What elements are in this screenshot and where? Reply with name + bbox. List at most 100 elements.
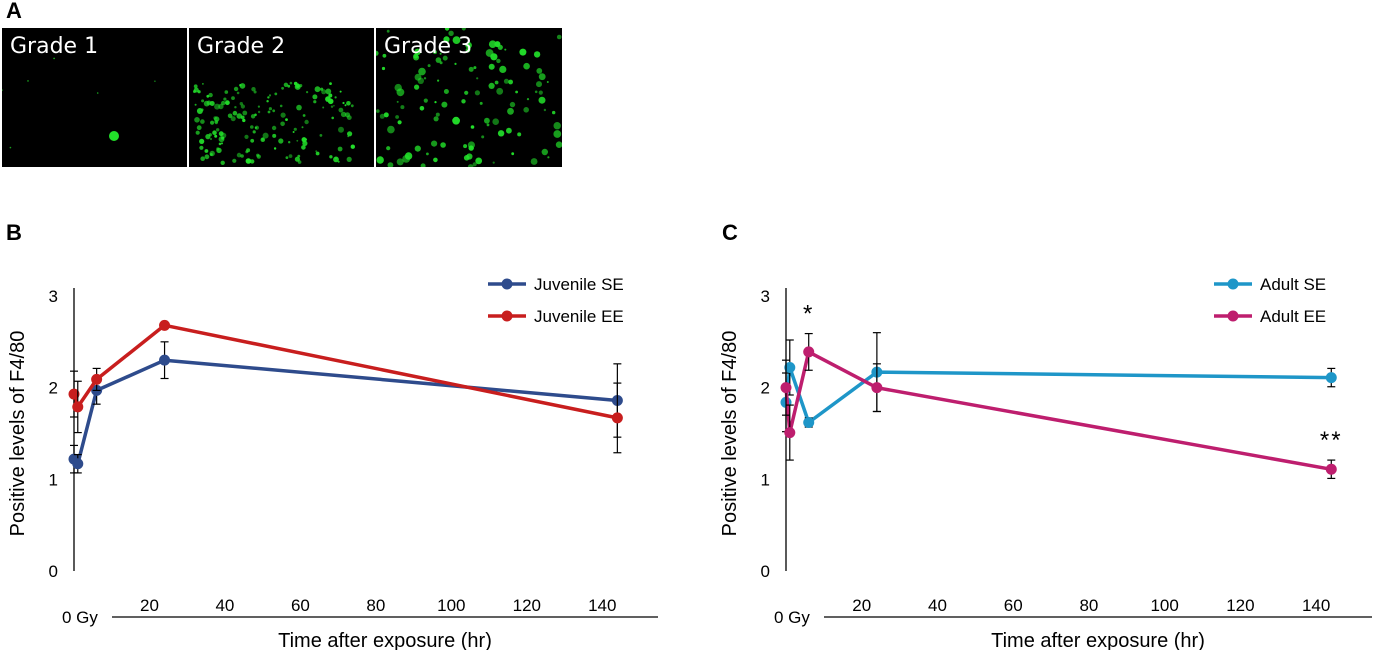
series-line [72,358,618,466]
x-tick-label: 80 [1079,596,1098,615]
fluorescent-spot [350,144,355,149]
fluorescent-spot [274,92,278,96]
fluorescent-spot [418,67,426,76]
fluorescent-spot [397,120,402,125]
fluorescent-spot [221,142,223,145]
fluorescent-spot [382,53,387,58]
fluorescent-spot [246,148,251,153]
fluorescent-spot [490,53,498,61]
fluorescent-spot [256,153,260,157]
fluorescent-spot [340,111,347,118]
fluorescent-spot [488,40,497,48]
grade-3-label: Grade 3 [384,34,473,59]
fluorescent-spot [346,156,352,162]
fluorescent-spot [433,157,438,163]
fluorescent-spot [499,65,507,73]
fluorescent-spot [254,113,257,117]
fluorescent-spot [376,109,380,113]
fluorescent-spot [325,88,332,95]
fluorescent-spot [443,89,449,94]
fluorescent-spot [206,100,212,106]
fluorescent-spot [250,125,254,129]
series-line [784,365,1332,425]
fluorescent-spot [218,136,225,143]
panel-a-letter: A [6,0,22,23]
y-tick-label: 1 [49,470,58,489]
fluorescent-spot [386,146,391,151]
fluorescent-spot [214,116,220,122]
fluorescent-spot [347,131,353,137]
x-tick-label: 40 [215,596,234,615]
x-axis-label: Time after exposure (hr) [278,630,492,650]
micrograph-spots [2,57,156,149]
fluorescent-spot [252,130,256,134]
fluorescent-spot [427,64,431,68]
fluorescent-spot [504,48,507,51]
y-tick-label: 1 [761,470,770,489]
fluorescent-spot [220,160,225,165]
fluorescent-spot [272,109,276,113]
fluorescent-spot [517,132,522,137]
fluorescent-spot [209,150,215,157]
fluorescent-spot [329,155,333,159]
fluorescent-spot [538,90,543,95]
fluorescent-spot [301,137,307,143]
fluorescent-spot [386,29,390,33]
fluorescent-spot [376,50,379,56]
fluorescent-spot [484,117,490,124]
fluorescent-spot [338,107,344,113]
fluorescent-spot [297,160,302,164]
fluorescent-spot [250,114,256,119]
fluorescent-spot [205,134,211,140]
fluorescent-spot [435,112,440,117]
fluorescent-spot [267,110,271,114]
fluorescent-spot [299,84,303,88]
fluorescent-spot [395,115,399,119]
fluorescent-spot [541,148,548,156]
data-point [1325,463,1337,475]
fluorescent-spot [387,125,395,134]
micrograph-spots [193,81,355,165]
fluorescent-spot [433,116,439,122]
fluorescent-spot [387,162,394,167]
fluorescent-spot [417,77,424,84]
fluorescent-spot [476,77,479,80]
fluorescent-spot [271,125,277,131]
data-point [803,346,815,358]
data-point [68,388,80,400]
fluorescent-spot [492,161,495,164]
fluorescent-spot [350,104,354,108]
fluorescent-spot [319,134,323,137]
fluorescent-spot [508,79,513,85]
fluorescent-spot [200,108,204,112]
data-point [871,382,883,394]
fluorescent-spot [507,107,514,115]
fluorescent-spot [214,134,218,138]
fluorescent-spot [555,141,562,148]
fluorescent-spot [538,73,546,81]
fluorescent-spot [9,146,12,149]
y-tick-label: 3 [761,287,770,306]
series-line [72,323,618,420]
fluorescent-spot [251,87,256,92]
fluorescent-spot [479,101,483,105]
fluorescent-spot [454,62,457,65]
fluorescent-spot [230,116,236,122]
fluorescent-spot [296,85,300,88]
fluorescent-spot [285,156,289,160]
fluorescent-spot [194,103,197,106]
fluorescent-spot [497,130,505,137]
fluorescent-spot [556,34,562,40]
grade-1-label: Grade 1 [10,34,99,59]
legend-marker [1227,278,1239,290]
fluorescent-spot [292,131,295,133]
fluorescent-spot [330,105,334,108]
data-point [611,412,623,424]
fluorescent-spot [287,84,291,88]
fluorescent-spot [27,80,29,82]
fluorescent-spot [267,96,270,99]
fluorescent-spot [210,120,215,125]
fluorescent-spot [546,81,549,83]
fluorescent-spot [547,156,550,159]
x-tick-label: 60 [291,596,310,615]
